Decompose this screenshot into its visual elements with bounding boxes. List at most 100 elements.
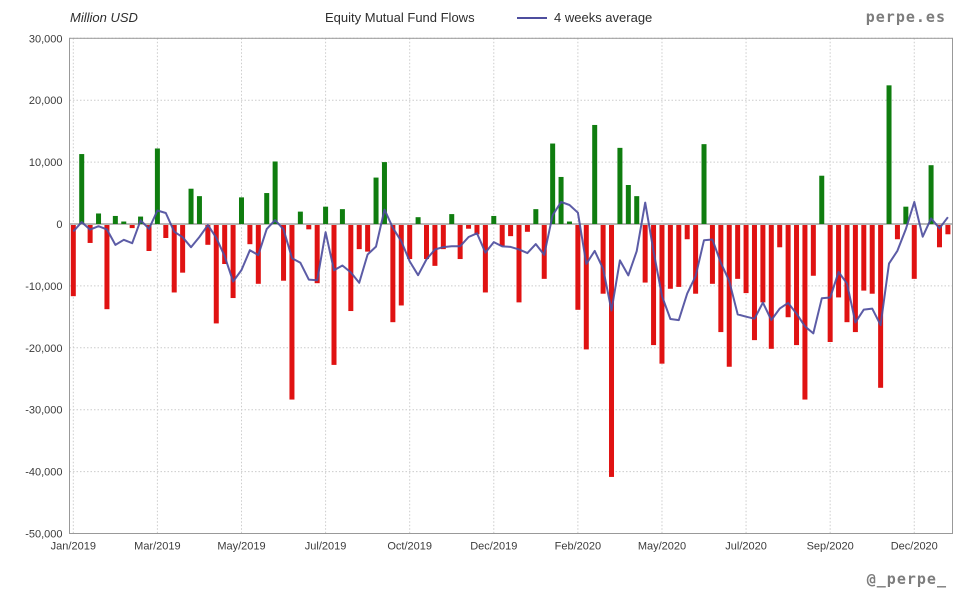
inflow-bar bbox=[617, 147, 623, 224]
inflow-bar bbox=[625, 185, 631, 224]
outflow-bar bbox=[306, 225, 312, 230]
inflow-bar bbox=[449, 214, 455, 224]
outflow-bar bbox=[852, 225, 858, 333]
average-line-swatch bbox=[517, 16, 547, 19]
outflow-bar bbox=[474, 225, 480, 235]
outflow-bar bbox=[810, 225, 816, 276]
svg-text:Jan/2019: Jan/2019 bbox=[51, 541, 96, 553]
svg-text:Feb/2020: Feb/2020 bbox=[555, 541, 601, 553]
outflow-bar bbox=[213, 225, 219, 324]
outflow-bar bbox=[642, 225, 648, 283]
legend-label: 4 weeks average bbox=[554, 10, 653, 25]
outflow-bar bbox=[936, 225, 942, 248]
outflow-bar bbox=[466, 225, 472, 229]
svg-text:20,000: 20,000 bbox=[29, 95, 63, 107]
outflow-bar bbox=[516, 225, 522, 303]
svg-text:-30,000: -30,000 bbox=[25, 405, 62, 417]
outflow-bar bbox=[424, 225, 430, 260]
svg-text:-10,000: -10,000 bbox=[25, 281, 62, 293]
outflow-bar bbox=[844, 225, 850, 323]
outflow-bar bbox=[718, 225, 724, 333]
inflow-bar bbox=[264, 193, 270, 224]
inflow-bar bbox=[339, 209, 345, 224]
outflow-bar bbox=[676, 225, 682, 287]
outflow-bar bbox=[693, 225, 699, 294]
outflow-bar bbox=[869, 225, 875, 294]
outflow-bar bbox=[709, 225, 715, 284]
outflow-bar bbox=[945, 225, 951, 235]
outflow-bar bbox=[390, 225, 396, 323]
inflow-bar bbox=[121, 221, 127, 224]
outflow-bar bbox=[802, 225, 808, 400]
inflow-bar bbox=[928, 165, 934, 224]
svg-text:Sep/2020: Sep/2020 bbox=[807, 541, 854, 553]
outflow-bar bbox=[407, 225, 413, 260]
outflow-bar bbox=[751, 225, 757, 341]
inflow-bar bbox=[112, 215, 118, 224]
outflow-bar bbox=[289, 225, 295, 400]
author-handle: @_perpe_ bbox=[866, 570, 947, 588]
outflow-bar bbox=[777, 225, 783, 248]
svg-text:0: 0 bbox=[56, 219, 62, 231]
outflow-bar bbox=[331, 225, 337, 365]
inflow-bar bbox=[415, 217, 421, 224]
outflow-bar bbox=[894, 225, 900, 240]
outflow-bar bbox=[70, 225, 76, 297]
outflow-bar bbox=[129, 225, 135, 229]
inflow-bar bbox=[533, 209, 539, 224]
inflow-bar bbox=[566, 221, 572, 224]
inflow-bar bbox=[491, 215, 497, 224]
inflow-bar bbox=[272, 161, 278, 224]
svg-text:-20,000: -20,000 bbox=[25, 343, 62, 355]
outflow-bar bbox=[104, 225, 110, 310]
inflow-bar bbox=[701, 144, 707, 224]
inflow-bar bbox=[558, 176, 564, 224]
site-watermark: perpe.es bbox=[865, 8, 946, 26]
outflow-bar bbox=[440, 225, 446, 250]
gridlines bbox=[69, 37, 953, 534]
y-axis-unit-label: Million USD bbox=[70, 10, 138, 25]
svg-text:Mar/2019: Mar/2019 bbox=[134, 541, 180, 553]
inflow-bar bbox=[323, 206, 329, 224]
axis-tick-labels: 30,000 20,000 10,000 0 -10,000 -20,000 -30,000… bbox=[25, 33, 938, 552]
inflow-bar bbox=[188, 188, 194, 224]
outflow-bar bbox=[760, 225, 766, 303]
outflow-bar bbox=[768, 225, 774, 349]
outflow-bar bbox=[878, 225, 884, 388]
outflow-bar bbox=[205, 225, 211, 245]
outflow-bar bbox=[356, 225, 362, 250]
svg-text:Dec/2019: Dec/2019 bbox=[470, 541, 517, 553]
inflow-bar bbox=[196, 196, 202, 224]
outflow-bar bbox=[827, 225, 833, 342]
outflow-bar bbox=[600, 225, 606, 294]
outflow-bar bbox=[743, 225, 749, 294]
outflow-bar bbox=[230, 225, 236, 299]
outflow-bar bbox=[87, 225, 93, 243]
outflow-bar bbox=[398, 225, 404, 306]
outflow-bar bbox=[348, 225, 354, 312]
inflow-bar bbox=[819, 175, 825, 224]
outflow-bar bbox=[726, 225, 732, 367]
outflow-bar bbox=[794, 225, 800, 346]
outflow-bar bbox=[499, 225, 505, 247]
outflow-bar bbox=[222, 225, 228, 264]
svg-text:30,000: 30,000 bbox=[29, 33, 63, 45]
outflow-bar bbox=[482, 225, 488, 293]
inflow-bar bbox=[297, 211, 303, 224]
outflow-bar bbox=[365, 225, 371, 252]
outflow-bar bbox=[524, 225, 530, 232]
inflow-bar bbox=[154, 148, 160, 224]
outflow-bar bbox=[667, 225, 673, 289]
svg-text:10,000: 10,000 bbox=[29, 157, 63, 169]
inflow-bar bbox=[79, 154, 85, 224]
svg-text:-40,000: -40,000 bbox=[25, 467, 62, 479]
chart-title: Equity Mutual Fund Flows bbox=[325, 10, 475, 25]
legend: 4 weeks average bbox=[517, 10, 652, 25]
outflow-bar bbox=[651, 225, 657, 346]
four-week-average-line bbox=[72, 200, 949, 335]
outflow-bar bbox=[171, 225, 177, 293]
outflow-bar bbox=[163, 225, 169, 238]
svg-text:-50,000: -50,000 bbox=[25, 529, 62, 541]
inflow-bar bbox=[592, 124, 598, 224]
